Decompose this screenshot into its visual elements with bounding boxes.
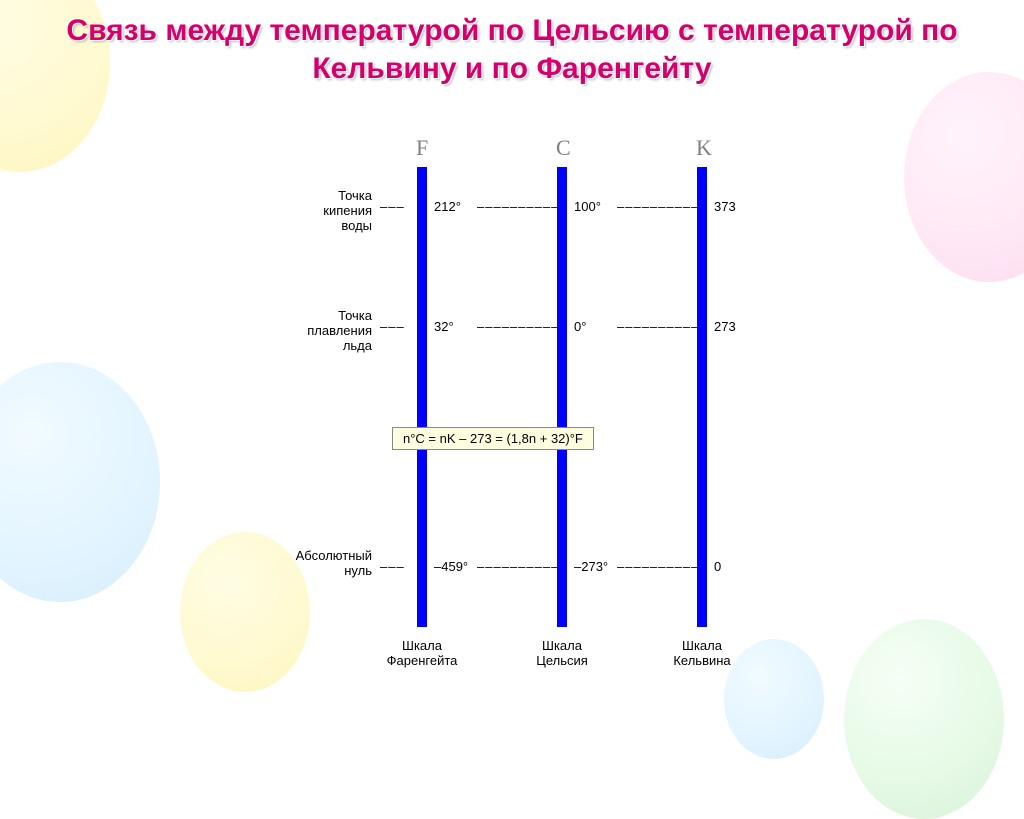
value-C-0: 100° [574, 199, 601, 214]
dash-lead-0: ––– [380, 199, 405, 214]
scale-header-F: F [416, 135, 428, 161]
scale-header-C: C [556, 135, 571, 161]
dash-C-2: –––––––––– [617, 559, 699, 574]
scale-bar-C [557, 167, 567, 627]
row-label-0: Точкакипенияводы [257, 189, 372, 234]
dash-F-1: –––––––––– [477, 319, 559, 334]
value-K-1: 273 [714, 319, 736, 334]
value-F-2: –459° [434, 559, 468, 574]
dash-lead-2: ––– [380, 559, 405, 574]
scale-footer-K: ШкалаКельвина [652, 639, 752, 669]
scale-bar-F [417, 167, 427, 627]
value-K-0: 373 [714, 199, 736, 214]
dash-F-2: –––––––––– [477, 559, 559, 574]
row-label-1: Точкаплавленияльда [257, 309, 372, 354]
scale-header-K: K [696, 135, 712, 161]
temperature-scales-diagram: F C K Точкакипенияводы ––– 212° –––––––––– 100°… [192, 127, 832, 687]
scale-footer-C: ШкалаЦельсия [512, 639, 612, 669]
conversion-formula: n°C = nK – 273 = (1,8n + 32)°F [392, 427, 594, 450]
scale-footer-F: ШкалаФаренгейта [372, 639, 472, 669]
value-F-0: 212° [434, 199, 461, 214]
value-C-2: –273° [574, 559, 608, 574]
dash-C-0: –––––––––– [617, 199, 699, 214]
row-label-2: Абсолютныйнуль [257, 549, 372, 579]
page-title: Связь между температурой по Цельсию с те… [0, 12, 1024, 87]
dash-F-0: –––––––––– [477, 199, 559, 214]
value-K-2: 0 [714, 559, 721, 574]
scale-bar-K [697, 167, 707, 627]
dash-C-1: –––––––––– [617, 319, 699, 334]
dash-lead-1: ––– [380, 319, 405, 334]
value-F-1: 32° [434, 319, 454, 334]
value-C-1: 0° [574, 319, 586, 334]
